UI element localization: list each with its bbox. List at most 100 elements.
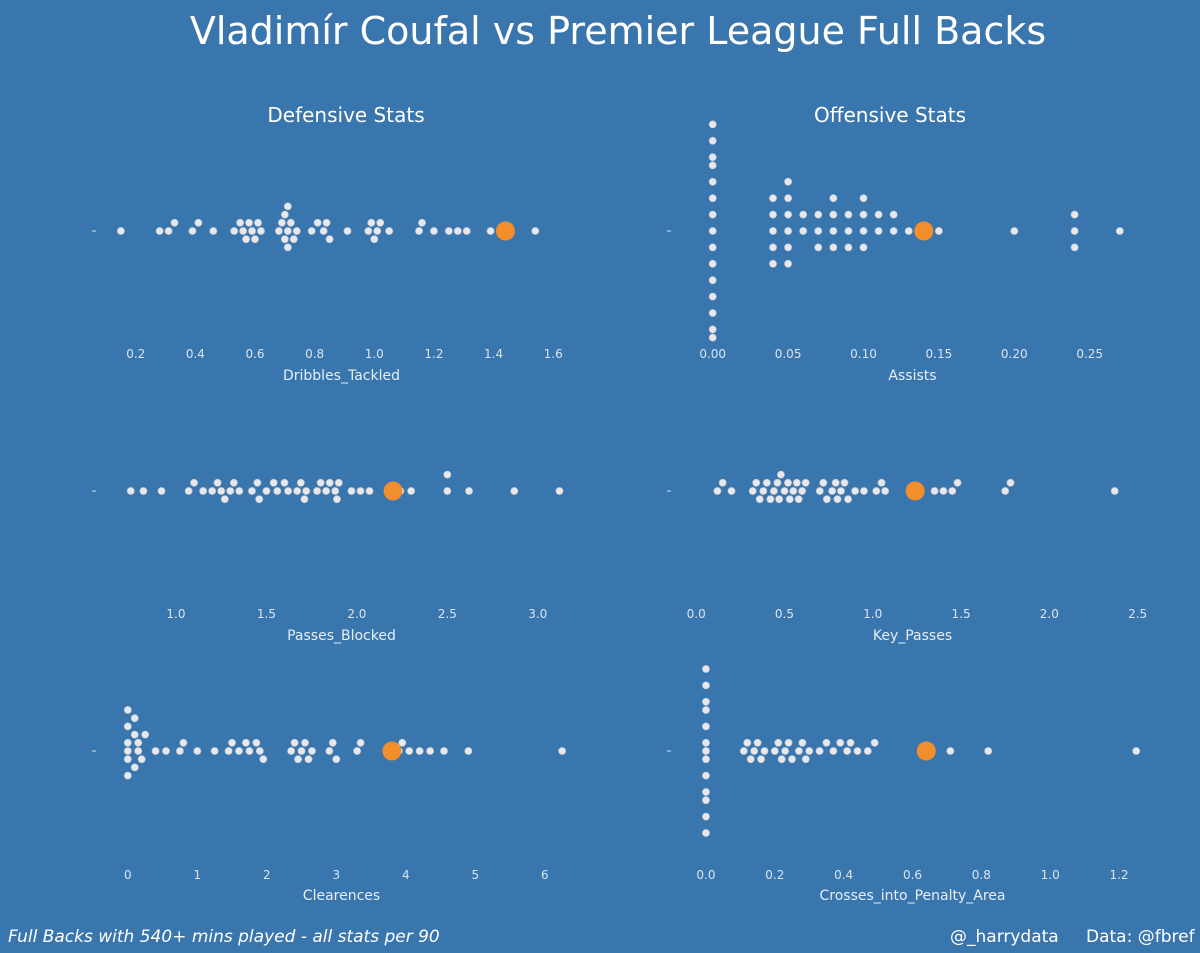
data-point — [123, 738, 132, 747]
x-tick-label: 0.0 — [687, 607, 706, 621]
x-tick-label: 0.25 — [1076, 347, 1103, 361]
data-point — [248, 487, 256, 495]
page-title: Vladimír Coufal vs Premier League Full B… — [189, 9, 1047, 53]
data-point — [226, 487, 235, 495]
data-point — [1110, 487, 1119, 495]
data-point — [398, 738, 407, 747]
data-point — [292, 227, 301, 235]
data-point — [370, 235, 379, 244]
data-point — [828, 487, 837, 495]
defensive-stats-title: Defensive Stats — [267, 103, 425, 127]
data-point — [702, 788, 710, 796]
data-point — [702, 706, 710, 714]
data-point — [251, 235, 259, 244]
data-point — [953, 478, 962, 487]
data-point — [801, 478, 810, 487]
data-point — [748, 487, 757, 495]
data-point — [176, 747, 184, 755]
data-point — [708, 120, 717, 129]
data-point — [236, 218, 245, 227]
x-tick-label: 1.4 — [484, 347, 503, 361]
data-point — [558, 747, 567, 755]
data-point — [792, 478, 801, 487]
data-point — [1001, 487, 1010, 495]
data-point — [252, 738, 261, 747]
axis-label: Assists — [888, 368, 936, 384]
data-point — [837, 487, 845, 495]
data-point — [274, 227, 283, 235]
offensive-stats-title: Offensive Stats — [813, 103, 967, 127]
data-point — [795, 747, 803, 755]
data-point — [208, 487, 217, 495]
data-point — [332, 755, 341, 764]
data-point — [822, 495, 831, 504]
data-point — [784, 243, 792, 252]
data-point — [248, 227, 256, 235]
data-point — [199, 487, 208, 495]
data-point — [702, 796, 710, 805]
data-point — [333, 495, 341, 504]
data-point — [829, 210, 838, 219]
highlight-point — [383, 481, 403, 501]
x-tick-label: 1.6 — [544, 347, 563, 361]
x-tick-label: 0.6 — [903, 868, 922, 882]
data-point — [531, 227, 540, 235]
data-point — [162, 747, 170, 755]
data-point — [242, 235, 250, 244]
author-credit: @_harrydata — [950, 927, 1059, 947]
data-point — [822, 738, 831, 747]
data-point — [123, 771, 132, 780]
data-point — [766, 495, 775, 504]
data-point — [788, 755, 796, 764]
data-point — [405, 747, 414, 755]
x-tick-label: 0.20 — [1001, 347, 1028, 361]
data-point — [245, 218, 253, 227]
data-point — [322, 218, 331, 227]
data-point — [444, 227, 453, 235]
data-point — [287, 747, 296, 755]
data-point — [296, 478, 305, 487]
data-point — [769, 227, 777, 235]
x-tick-label: 1 — [193, 868, 201, 882]
data-point — [934, 227, 943, 235]
x-tick-label: 2 — [263, 868, 271, 882]
data-point — [752, 478, 761, 487]
data-point — [860, 487, 868, 495]
data-point — [283, 227, 292, 235]
data-point — [777, 755, 786, 764]
x-tick-label: 0.2 — [126, 347, 145, 361]
data-point — [300, 495, 309, 504]
data-point — [889, 227, 898, 235]
data-point — [794, 495, 803, 504]
x-tick-label: 5 — [471, 868, 479, 882]
data-point — [255, 495, 264, 504]
data-point — [294, 755, 302, 764]
data-point — [123, 722, 132, 731]
data-point — [415, 747, 424, 755]
data-point — [213, 478, 222, 487]
data-point — [313, 487, 321, 495]
data-point — [343, 227, 352, 235]
x-tick-label: 2.5 — [1128, 607, 1147, 621]
data-point — [930, 487, 939, 495]
data-point — [708, 194, 717, 203]
data-point — [322, 487, 331, 495]
data-point — [775, 495, 784, 504]
data-point — [702, 747, 710, 755]
swarm-panel: 0.00 0.05 0.10 0.15 0.20 0.25 Assists — [667, 120, 1124, 384]
data-point — [510, 487, 519, 495]
data-point — [210, 747, 219, 755]
data-point — [193, 747, 202, 755]
data-point — [280, 478, 289, 487]
swarm-panel: 0.0 0.2 0.4 0.6 0.8 1.0 1.2 Crosses_into_Penalt… — [667, 665, 1141, 904]
x-tick-label: 2.0 — [347, 607, 366, 621]
data-point — [137, 755, 146, 764]
data-point — [836, 738, 845, 747]
data-point — [235, 487, 244, 495]
data-point — [789, 487, 798, 495]
data-point — [702, 738, 710, 747]
data-point — [708, 325, 717, 334]
data-point — [262, 487, 271, 495]
data-point — [356, 738, 365, 747]
data-point — [190, 478, 198, 487]
